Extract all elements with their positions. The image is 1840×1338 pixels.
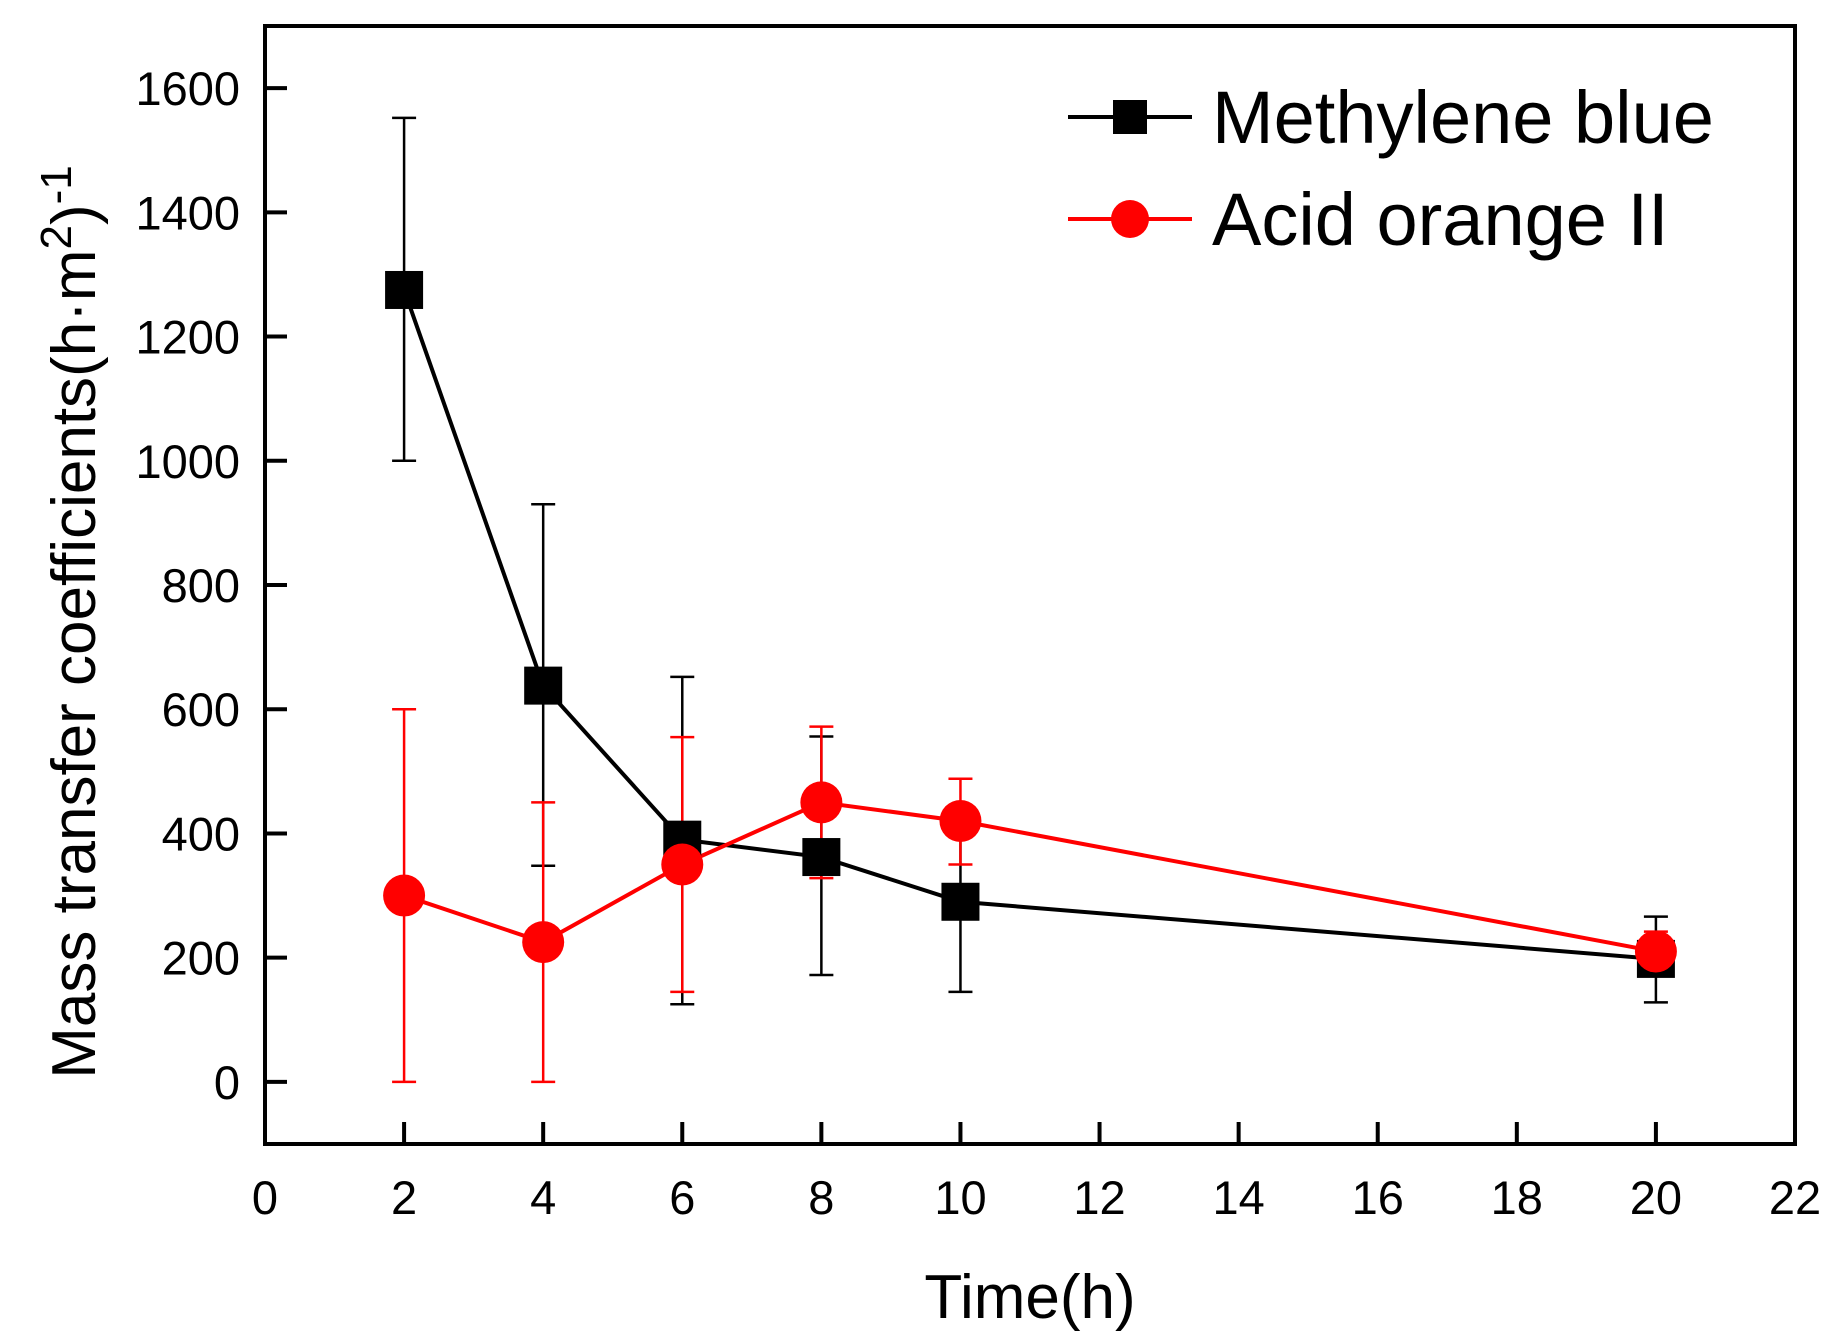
y-tick-label: 200 (162, 932, 240, 985)
legend-label: Methylene blue (1212, 76, 1714, 159)
data-point (385, 270, 424, 309)
x-tick-label: 0 (252, 1171, 278, 1224)
x-tick-label: 8 (808, 1171, 834, 1224)
data-point (802, 838, 841, 877)
y-axis-title-main: Mass transfer coefficients(h·m (40, 250, 109, 1079)
x-tick-label: 4 (530, 1171, 556, 1224)
y-tick-label: 800 (162, 559, 240, 612)
y-tick-label: 600 (162, 683, 240, 736)
series-line-0 (402, 289, 1657, 961)
y-tick-label: 400 (162, 807, 240, 860)
x-tick-label: 2 (391, 1171, 417, 1224)
series-1-markers (383, 781, 1677, 973)
x-tick-label: 14 (1212, 1171, 1264, 1224)
x-tick-label: 12 (1073, 1171, 1125, 1224)
y-tick-label: 0 (214, 1056, 240, 1109)
legend-item-0: Methylene blue (1068, 76, 1714, 159)
series-0-markers (385, 270, 1675, 978)
x-axis-title: Time(h) (924, 1263, 1135, 1332)
y-axis-title-exponent-2: -1 (32, 165, 81, 204)
data-point (941, 882, 980, 921)
y-axis-title: Mass transfer coefficients(h·m2)-1 (32, 165, 109, 1079)
series-layer (383, 116, 1677, 1084)
data-point (939, 800, 982, 843)
data-point (383, 874, 426, 917)
x-tick-label: 20 (1630, 1171, 1682, 1224)
plot-frame (263, 24, 1797, 1146)
y-tick-label: 1600 (135, 62, 240, 115)
y-tick-label: 1000 (135, 435, 240, 488)
legend-item-1: Acid orange II (1068, 178, 1669, 261)
y-axis-title-exponent-1: 2 (32, 225, 81, 249)
legend-marker (1111, 200, 1149, 238)
series-line-1 (403, 800, 1657, 954)
legend-label: Acid orange II (1212, 178, 1669, 261)
y-axis-title-close: ) (40, 204, 109, 225)
series-1-error-bars (392, 707, 1668, 1084)
x-tick-label: 6 (669, 1171, 695, 1224)
tick-labels: 0 2 4 6 8 10 12 14 16 18 20 22 0 200 400 600 800 1000 1200… (135, 62, 1821, 1224)
data-point (522, 921, 565, 964)
data-point (800, 781, 843, 824)
x-tick-label: 16 (1352, 1171, 1404, 1224)
svg-text:Mass transfer coefficients(h·m: Mass transfer coefficients(h·m2)-1 (32, 165, 109, 1079)
legend: Methylene blue Acid orange II (1068, 76, 1714, 261)
data-point (1634, 930, 1677, 973)
x-tick-label: 10 (934, 1171, 986, 1224)
x-tick-label: 22 (1769, 1171, 1821, 1224)
y-tick-label: 1200 (135, 311, 240, 364)
data-point (661, 843, 704, 886)
x-tick-label: 18 (1491, 1171, 1543, 1224)
y-tick-label: 1400 (135, 186, 240, 239)
legend-marker (1113, 100, 1147, 134)
data-point (524, 666, 563, 705)
